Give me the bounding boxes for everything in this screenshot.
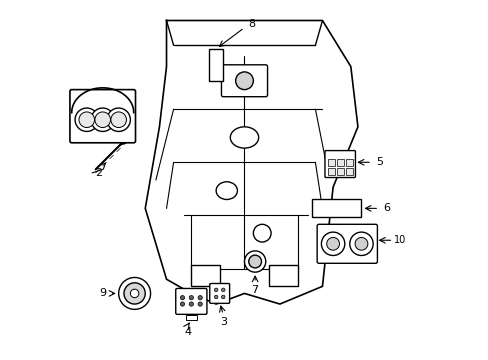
- Bar: [345, 159, 352, 166]
- Text: 7: 7: [251, 285, 258, 295]
- FancyBboxPatch shape: [317, 224, 377, 263]
- Bar: [209, 49, 223, 81]
- Text: 5: 5: [375, 157, 382, 167]
- FancyBboxPatch shape: [325, 150, 355, 177]
- Circle shape: [189, 302, 193, 306]
- FancyBboxPatch shape: [70, 90, 135, 143]
- Circle shape: [354, 238, 367, 250]
- Circle shape: [180, 296, 184, 300]
- Text: 10: 10: [393, 235, 406, 245]
- Circle shape: [75, 108, 98, 131]
- Circle shape: [111, 112, 126, 127]
- Text: 3: 3: [219, 317, 226, 327]
- Text: 4: 4: [184, 327, 191, 337]
- Circle shape: [79, 112, 94, 127]
- Circle shape: [124, 283, 145, 304]
- Circle shape: [107, 108, 130, 131]
- Circle shape: [91, 108, 114, 131]
- Circle shape: [95, 112, 110, 127]
- Circle shape: [214, 288, 218, 292]
- Circle shape: [253, 224, 270, 242]
- Circle shape: [244, 251, 265, 272]
- Circle shape: [189, 296, 193, 300]
- Circle shape: [198, 296, 202, 300]
- Circle shape: [321, 232, 344, 256]
- Ellipse shape: [216, 182, 237, 199]
- Circle shape: [235, 72, 253, 90]
- Bar: [327, 159, 334, 166]
- Bar: [311, 199, 361, 217]
- Bar: [185, 315, 196, 320]
- FancyBboxPatch shape: [209, 283, 229, 303]
- Circle shape: [119, 278, 150, 309]
- Circle shape: [198, 302, 202, 306]
- Circle shape: [221, 295, 224, 299]
- Bar: [191, 265, 219, 286]
- Circle shape: [130, 289, 139, 298]
- Text: 1: 1: [76, 111, 83, 121]
- Bar: [345, 168, 352, 175]
- Circle shape: [180, 302, 184, 306]
- Circle shape: [214, 295, 218, 299]
- Ellipse shape: [230, 127, 258, 148]
- Text: 8: 8: [247, 19, 255, 29]
- Bar: [336, 159, 343, 166]
- Bar: [336, 168, 343, 175]
- Circle shape: [349, 232, 372, 256]
- FancyBboxPatch shape: [221, 65, 267, 97]
- Bar: [327, 168, 334, 175]
- Circle shape: [221, 288, 224, 292]
- Bar: [269, 265, 297, 286]
- FancyBboxPatch shape: [175, 288, 206, 314]
- Text: 6: 6: [382, 203, 389, 213]
- Text: 2: 2: [96, 168, 102, 178]
- Circle shape: [248, 255, 261, 268]
- Text: 9: 9: [99, 288, 106, 298]
- Polygon shape: [145, 21, 357, 304]
- Circle shape: [326, 238, 339, 250]
